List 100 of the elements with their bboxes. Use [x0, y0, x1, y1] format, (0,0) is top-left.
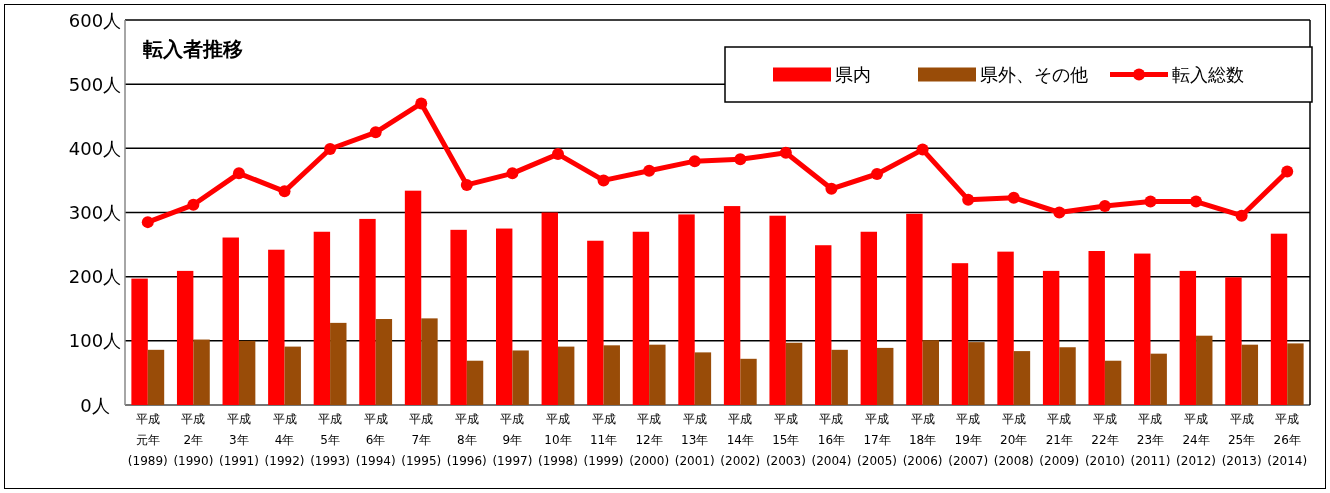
- x-tick-label: 平成15年(2003): [765, 412, 806, 468]
- bar: [632, 231, 650, 405]
- point: [324, 142, 337, 155]
- point: [460, 178, 473, 191]
- x-tick-label: 平成26年(2014): [1267, 412, 1308, 468]
- point: [551, 148, 564, 161]
- point: [187, 198, 200, 211]
- bar: [176, 270, 194, 405]
- x-tick-label: 平成10年(1998): [538, 412, 578, 468]
- point: [916, 143, 929, 156]
- x-tick-label: 平成20年(2008): [993, 412, 1034, 468]
- point: [506, 167, 519, 180]
- bar: [466, 360, 484, 405]
- bar: [951, 263, 969, 405]
- bar: [587, 240, 604, 405]
- bar: [740, 358, 757, 405]
- point: [1053, 206, 1066, 219]
- x-tick-label: 平成3年(1991): [218, 412, 259, 468]
- bar: [496, 228, 513, 405]
- bar: [785, 342, 803, 405]
- point: [871, 168, 884, 180]
- y-tick-label: 0人: [80, 394, 110, 416]
- bar: [404, 190, 422, 405]
- bar: [603, 345, 620, 405]
- point: [734, 153, 747, 166]
- x-tick-label: 平成19年(2007): [948, 412, 989, 468]
- x-tick-label: 平成22年(2010): [1084, 412, 1125, 468]
- x-tick-label: 平成16年(2004): [811, 412, 852, 468]
- bar: [922, 340, 939, 405]
- y-tick-label: 300人: [68, 202, 122, 223]
- bar: [877, 347, 894, 405]
- bar: [1179, 270, 1197, 405]
- bar: [557, 346, 575, 405]
- bar: [1042, 270, 1060, 405]
- legend-label: 転入総数: [1172, 64, 1244, 85]
- bar: [1241, 344, 1259, 405]
- y-tick-label: 500人: [68, 73, 122, 95]
- point: [1235, 209, 1248, 222]
- bar: [1134, 253, 1151, 405]
- x-tick-label: 平成24年(2012): [1176, 412, 1217, 468]
- bar: [131, 278, 148, 405]
- legend-label: 県内: [835, 64, 871, 85]
- bar: [541, 212, 558, 405]
- point: [643, 164, 656, 177]
- x-tick-label: 平成7年(1995): [401, 412, 442, 468]
- y-tick-label: 200人: [68, 266, 122, 288]
- bar: [450, 229, 467, 405]
- x-tick-label: 平成2年(1990): [173, 412, 214, 468]
- point: [1144, 195, 1157, 208]
- x-tick-label: 平成6年(1994): [355, 412, 396, 468]
- point: [962, 193, 975, 206]
- bar: [1150, 353, 1167, 405]
- bar: [512, 350, 529, 405]
- point: [278, 185, 291, 198]
- bar: [649, 344, 666, 405]
- bar: [997, 251, 1014, 405]
- bar: [968, 342, 985, 405]
- point: [825, 182, 838, 195]
- text: 転入者推移: [143, 37, 243, 61]
- point: [369, 126, 382, 139]
- x-tick-label: 平成元年(1989): [127, 412, 168, 468]
- x-tick-label: 平成4年(1992): [264, 412, 305, 468]
- bar: [723, 206, 741, 405]
- bar: [906, 213, 923, 405]
- point: [415, 97, 428, 110]
- bar: [1270, 233, 1288, 405]
- bar: [284, 346, 301, 405]
- bar: [313, 231, 331, 405]
- bar: [330, 322, 347, 405]
- point: [688, 155, 701, 168]
- x-tick-label: 平成18年(2006): [902, 412, 943, 468]
- bar: [1287, 343, 1304, 405]
- x-tick-label: 平成5年(1993): [310, 412, 351, 468]
- point: [1007, 191, 1020, 204]
- bar: [1196, 335, 1213, 405]
- bar: [147, 349, 165, 405]
- point: [232, 167, 245, 180]
- point: [1281, 165, 1294, 178]
- y-tick-label: 400人: [68, 137, 122, 159]
- bar: [359, 218, 376, 405]
- y-tick-label: 100人: [68, 330, 122, 352]
- point: [141, 216, 154, 229]
- x-tick-label: 平成8年(1996): [446, 412, 487, 468]
- bar: [375, 319, 393, 405]
- bar: [815, 245, 832, 405]
- bar: [1225, 277, 1242, 405]
- point: [1190, 195, 1203, 208]
- bar: [1013, 351, 1031, 405]
- point: [779, 146, 792, 159]
- bar: [694, 352, 712, 405]
- bar: [1059, 347, 1076, 405]
- x-tick-label: 平成11年(1999): [583, 412, 624, 468]
- x-tick-label: 平成17年(2005): [857, 412, 897, 468]
- bar: [860, 231, 878, 405]
- bar: [222, 237, 239, 405]
- point: [597, 174, 610, 187]
- x-tick-label: 平成25年(2013): [1221, 412, 1262, 468]
- bar: [1104, 360, 1122, 405]
- x-tick-label: 平成12年(2000): [629, 412, 670, 468]
- bar: [268, 249, 285, 405]
